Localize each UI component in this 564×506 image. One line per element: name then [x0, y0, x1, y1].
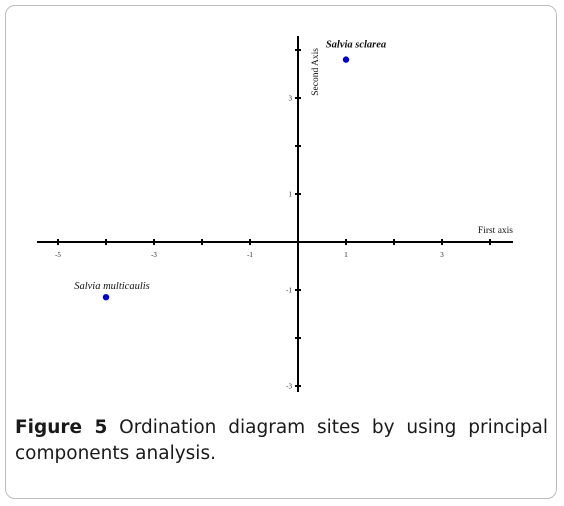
x-axis-title: First axis — [478, 226, 513, 236]
point-label: Salvia multicaulis — [74, 281, 150, 292]
point-marker — [342, 56, 350, 63]
chart-axes — [37, 36, 513, 392]
caption-label: Figure 5 — [15, 417, 108, 438]
y-tick-label: 1 — [289, 191, 293, 199]
x-tick-label: -3 — [151, 251, 157, 259]
y-axis-title: Second Axis — [311, 48, 321, 96]
x-tick-label: -5 — [55, 251, 61, 259]
chart-ticks — [57, 49, 491, 387]
data-points: Salvia sclarea Salvia multicaulis — [74, 40, 386, 301]
ordination-chart: -5 -3 -1 1 3 3 1 -1 -3 First axis Second Axis Sa… — [37, 36, 513, 392]
y-tick-label: 3 — [289, 95, 293, 103]
x-tick-label: 1 — [344, 251, 348, 259]
y-tick-label: -3 — [286, 383, 292, 391]
point-label: Salvia sclarea — [326, 40, 386, 51]
figure-frame — [5, 5, 557, 499]
caption-text: Ordination diagram sites by using princi… — [15, 417, 548, 464]
x-tick-label: -1 — [247, 251, 253, 259]
point-marker — [102, 294, 110, 301]
tick-labels: -5 -3 -1 1 3 3 1 -1 -3 — [55, 95, 444, 391]
figure-caption: Figure 5 Ordination diagram sites by usi… — [15, 415, 548, 467]
x-tick-label: 3 — [440, 251, 444, 259]
y-tick-label: -1 — [286, 287, 292, 295]
